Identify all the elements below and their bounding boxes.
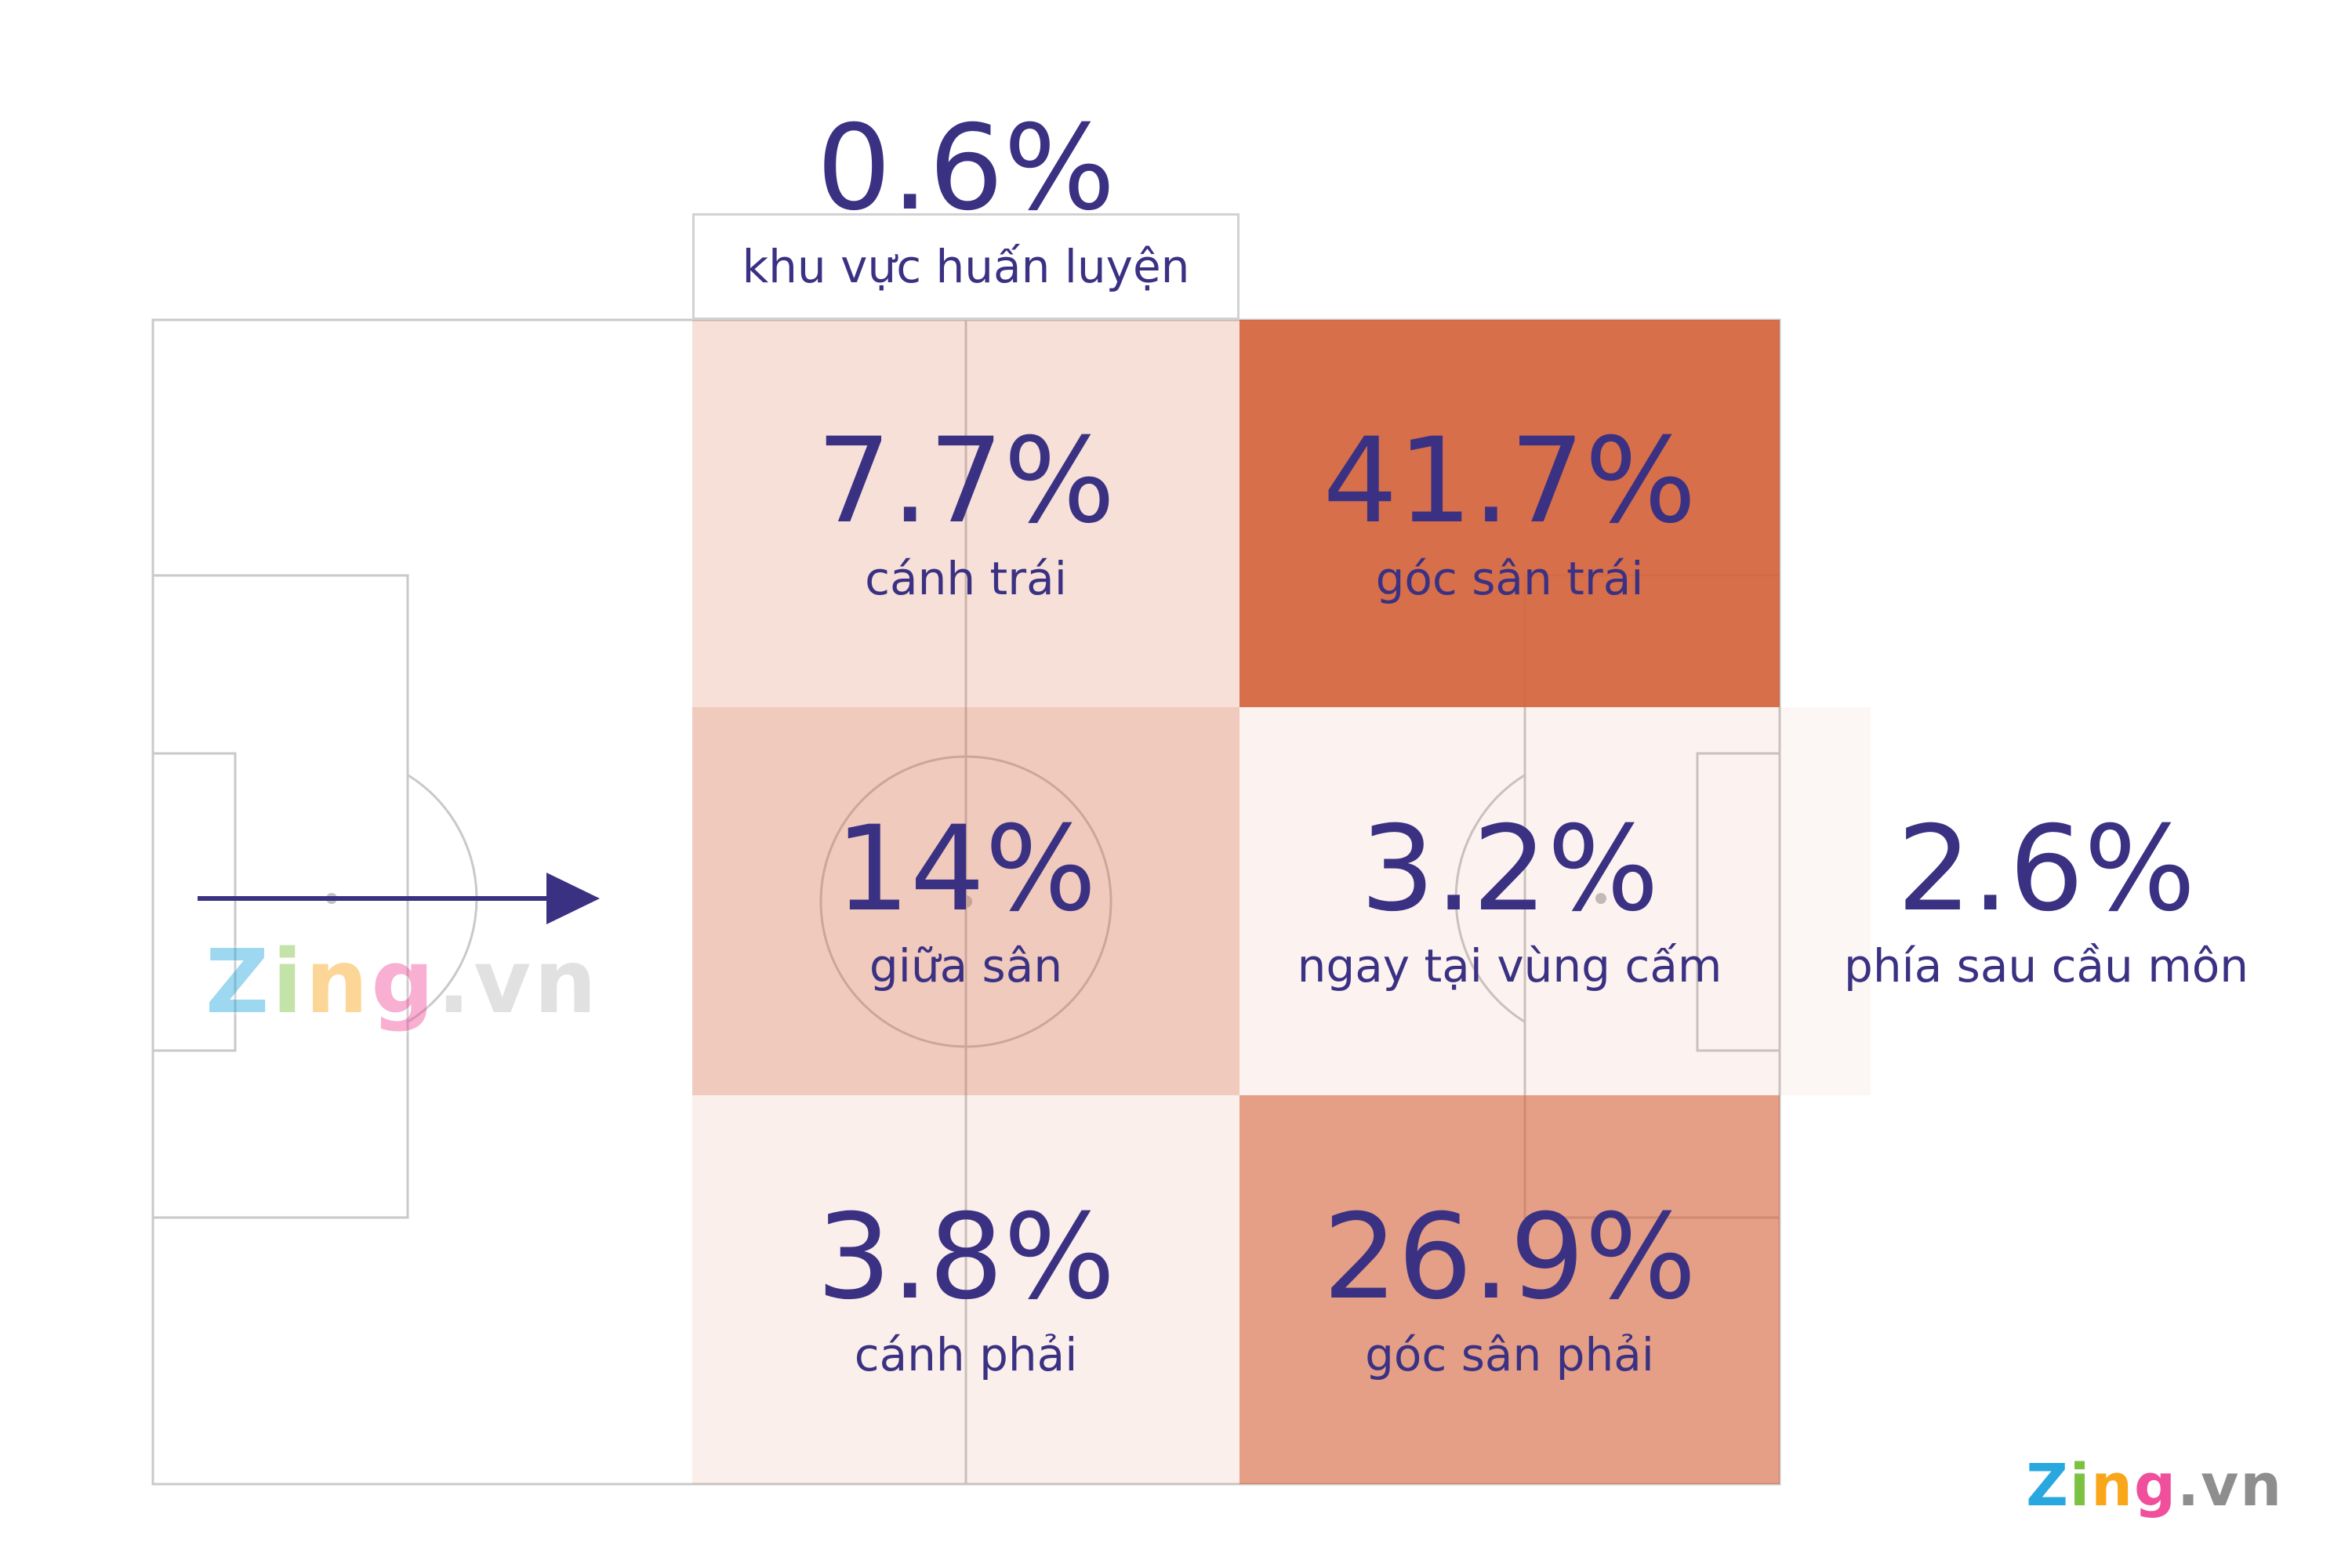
zone-training-area-label: khu vực huấn luyện xyxy=(742,240,1190,293)
zone-midfield: 14% giữa sân xyxy=(692,707,1240,1095)
zone-left-corner: 41.7% góc sân trái xyxy=(1240,320,1780,707)
watermark-letter-g: g xyxy=(371,931,437,1033)
zone-behind-goal-area xyxy=(1780,707,1871,1095)
watermark-suffix: .vn xyxy=(437,931,600,1033)
zone-right-corner-label: góc sân phải xyxy=(1365,1327,1654,1381)
logo-letter-g: g xyxy=(2133,1452,2177,1519)
zing-watermark-logo: Zing.vn xyxy=(205,931,600,1033)
logo-letter-i: i xyxy=(2069,1452,2092,1519)
watermark-letter-i: i xyxy=(272,931,306,1033)
zone-training-area-box xyxy=(692,213,1240,320)
zing-logo: Zing.vn xyxy=(2026,1452,2283,1519)
zone-left-wing-label: cánh trái xyxy=(865,551,1067,605)
zone-behind-goal-value: 2.6% xyxy=(1896,800,2196,938)
zone-midfield-value: 14% xyxy=(835,800,1097,938)
zone-midfield-label: giữa sân xyxy=(869,939,1063,993)
zone-penalty-box-value: 3.2% xyxy=(1359,800,1660,938)
zone-behind-goal-label: phía sau cầu môn xyxy=(1844,939,2249,993)
logo-letter-n: n xyxy=(2091,1452,2134,1519)
zone-behind-goal: 2.6% phía sau cầu môn xyxy=(1827,707,2266,1095)
zone-left-corner-label: góc sân trái xyxy=(1375,551,1644,605)
centre-spot xyxy=(960,895,972,908)
zone-left-wing-value: 7.7% xyxy=(816,413,1116,550)
zone-right-corner: 26.9% góc sân phải xyxy=(1240,1095,1780,1484)
zone-left-corner-value: 41.7% xyxy=(1323,413,1697,550)
zone-penalty-box: 3.2% ngay tại vùng cấm xyxy=(1240,707,1780,1095)
attack-direction-arrow xyxy=(198,873,600,924)
zone-right-wing: 3.8% cánh phải xyxy=(692,1095,1240,1484)
goal-area-right xyxy=(1696,752,1781,1052)
penalty-arc-right xyxy=(1454,774,1526,1023)
goal-area-left xyxy=(151,752,237,1052)
centre-circle xyxy=(819,755,1112,1048)
zone-penalty-box-label: ngay tại vùng cấm xyxy=(1297,939,1722,993)
watermark-letter-z: Z xyxy=(205,931,273,1033)
zone-right-wing-value: 3.8% xyxy=(816,1189,1116,1327)
watermark-letter-n: n xyxy=(305,931,372,1033)
logo-suffix: .vn xyxy=(2176,1452,2283,1519)
penalty-spot-right xyxy=(1595,893,1606,904)
zone-right-wing-label: cánh phải xyxy=(854,1327,1078,1381)
zone-right-corner-value: 26.9% xyxy=(1323,1189,1697,1327)
zone-left-wing: 7.7% cánh trái xyxy=(692,320,1240,707)
zone-training-area-value: 0.6% xyxy=(816,100,1116,237)
logo-letter-z: Z xyxy=(2026,1452,2070,1519)
